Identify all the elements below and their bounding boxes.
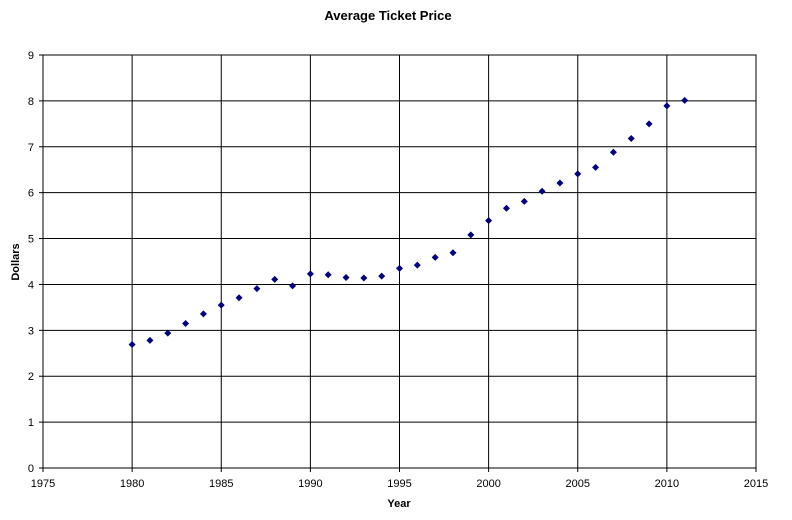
data-point [502,204,510,212]
chart-title: Average Ticket Price [324,8,451,23]
data-point [663,102,671,110]
data-point [556,179,564,187]
data-point [253,285,261,293]
data-point [681,96,689,104]
data-point [128,341,136,349]
y-tick-label: 1 [28,417,34,429]
y-axis: 0 1 2 3 4 5 6 7 8 9 [28,50,43,475]
y-tick-label: 5 [28,234,34,246]
data-point [182,319,190,327]
y-tick-label: 8 [28,96,34,108]
data-point [538,187,546,195]
x-tick-label: 1975 [31,478,55,490]
data-point [449,249,457,257]
data-point [592,163,600,171]
data-point [627,135,635,143]
data-point [609,148,617,156]
data-point [360,274,368,282]
data-point [645,120,653,128]
x-tick-label: 2005 [566,478,590,490]
data-point [324,271,332,279]
data-point [413,261,421,269]
x-tick-label: 2010 [655,478,679,490]
data-point [271,275,279,283]
x-axis-title: Year [387,498,411,510]
x-tick-label: 1995 [387,478,411,490]
data-point [342,274,350,282]
data-point [574,170,582,178]
data-point [146,336,154,344]
data-point [431,253,439,261]
data-point [306,270,314,278]
data-point [520,197,528,205]
grid-lines [42,54,757,469]
data-point [289,282,297,290]
y-axis-title: Dollars [10,243,22,280]
data-point [235,294,243,302]
y-tick-label: 2 [28,371,34,383]
x-axis: 1975 1980 1985 1990 1995 2000 2005 2010 2015 [31,468,768,490]
data-point [199,310,207,318]
y-tick-label: 0 [28,463,34,475]
data-points [128,96,689,349]
x-tick-label: 2015 [744,478,768,490]
data-point [164,329,172,337]
y-tick-label: 4 [28,279,34,291]
data-point [378,272,386,280]
y-tick-label: 3 [28,325,34,337]
y-tick-label: 6 [28,188,34,200]
x-tick-label: 1980 [120,478,144,490]
data-point [485,217,493,225]
y-tick-label: 9 [28,50,34,62]
x-tick-label: 2000 [476,478,500,490]
x-tick-label: 1990 [298,478,322,490]
data-point [217,301,225,309]
y-tick-label: 7 [28,142,34,154]
data-point [467,231,475,239]
data-point [396,264,403,272]
x-tick-label: 1985 [209,478,233,490]
